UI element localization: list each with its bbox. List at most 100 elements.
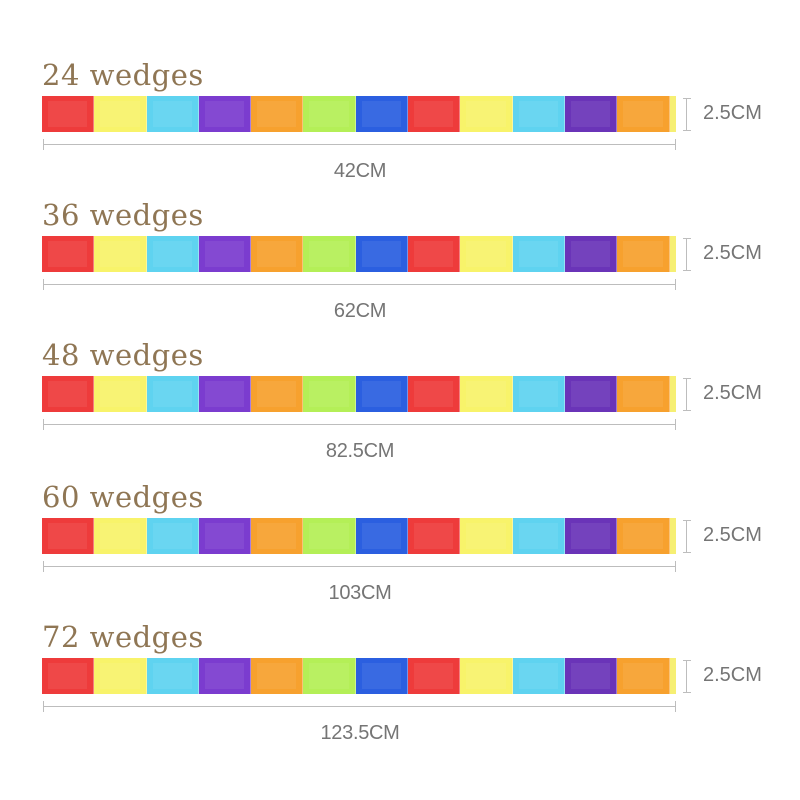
width-dimension-bracket — [683, 98, 691, 131]
length-label: 42CM — [333, 160, 387, 182]
color-wedge — [617, 518, 670, 554]
wedge-strip — [42, 376, 676, 412]
color-wedge — [146, 376, 199, 412]
row-title: 72 wedges — [42, 620, 204, 654]
color-wedge — [408, 658, 461, 694]
color-wedge — [355, 658, 409, 694]
width-dimension-bracket — [683, 378, 691, 411]
color-wedge — [146, 96, 199, 132]
color-wedge — [251, 518, 304, 554]
wedge-strip — [42, 96, 676, 132]
color-wedge — [460, 96, 513, 132]
color-wedge — [355, 96, 409, 132]
width-label: 2.5CM — [703, 382, 762, 404]
width-label: 2.5CM — [703, 524, 762, 546]
color-wedge — [42, 96, 95, 132]
wedge-strip — [42, 518, 676, 554]
wedge-strip-row: 36 wedges 62CM 2.5CM — [0, 198, 800, 338]
color-wedge — [355, 376, 409, 412]
width-label: 2.5CM — [703, 102, 762, 124]
color-wedge — [303, 96, 356, 132]
width-label: 2.5CM — [703, 242, 762, 264]
color-wedge — [94, 518, 147, 554]
color-wedge — [460, 658, 513, 694]
color-wedge — [146, 236, 199, 272]
color-wedge — [617, 236, 670, 272]
color-wedge — [94, 376, 147, 412]
color-wedge — [42, 376, 95, 412]
row-title: 48 wedges — [42, 338, 204, 372]
row-title: 60 wedges — [42, 480, 204, 514]
color-wedge — [460, 518, 513, 554]
color-wedge — [42, 658, 95, 694]
length-label: 103CM — [328, 582, 392, 604]
color-wedge — [198, 236, 252, 272]
color-wedge — [564, 376, 618, 412]
color-wedge — [198, 96, 252, 132]
color-wedge — [617, 658, 670, 694]
color-wedge — [303, 376, 356, 412]
wedge-strip-row: 72 wedges 123.5CM 2.5CM — [0, 620, 800, 760]
color-wedge — [460, 236, 513, 272]
row-title: 24 wedges — [42, 58, 204, 92]
color-wedge — [512, 96, 565, 132]
color-wedge — [42, 236, 95, 272]
wedge-strip — [42, 658, 676, 694]
color-wedge — [251, 236, 304, 272]
length-dimension-line — [43, 701, 676, 712]
width-label: 2.5CM — [703, 664, 762, 686]
width-dimension-bracket — [683, 238, 691, 271]
color-wedge — [408, 96, 461, 132]
color-wedge — [564, 658, 618, 694]
color-wedge — [251, 376, 304, 412]
color-wedge — [303, 518, 356, 554]
color-wedge — [408, 376, 461, 412]
color-wedge — [198, 658, 252, 694]
row-title: 36 wedges — [42, 198, 204, 232]
color-wedge — [669, 518, 676, 554]
wedge-strip-row: 48 wedges 82.5CM 2.5CM — [0, 338, 800, 478]
length-label: 123.5CM — [320, 722, 400, 744]
color-wedge — [669, 96, 676, 132]
color-wedge — [408, 236, 461, 272]
color-wedge — [42, 518, 95, 554]
color-wedge — [94, 96, 147, 132]
width-dimension-bracket — [683, 520, 691, 553]
color-wedge — [94, 236, 147, 272]
color-wedge — [251, 96, 304, 132]
color-wedge — [355, 236, 409, 272]
color-wedge — [198, 376, 252, 412]
color-wedge — [564, 518, 618, 554]
color-wedge — [408, 518, 461, 554]
color-wedge — [512, 376, 565, 412]
color-wedge — [512, 518, 565, 554]
length-dimension-line — [43, 279, 676, 290]
color-wedge — [564, 236, 618, 272]
length-dimension-line — [43, 419, 676, 430]
color-wedge — [669, 236, 676, 272]
color-wedge — [512, 658, 565, 694]
color-wedge — [617, 96, 670, 132]
wedge-strip-row: 24 wedges 42CM 2.5CM — [0, 58, 800, 198]
length-dimension-line — [43, 561, 676, 572]
color-wedge — [564, 96, 618, 132]
wedge-strip — [42, 236, 676, 272]
color-wedge — [146, 518, 199, 554]
wedge-strip-row: 60 wedges 103CM 2.5CM — [0, 480, 800, 620]
color-wedge — [512, 236, 565, 272]
color-wedge — [303, 236, 356, 272]
color-wedge — [617, 376, 670, 412]
color-wedge — [669, 376, 676, 412]
length-label: 82.5CM — [325, 440, 395, 462]
width-dimension-bracket — [683, 660, 691, 693]
color-wedge — [198, 518, 252, 554]
color-wedge — [460, 376, 513, 412]
color-wedge — [303, 658, 356, 694]
color-wedge — [251, 658, 304, 694]
color-wedge — [146, 658, 199, 694]
length-dimension-line — [43, 139, 676, 150]
color-wedge — [94, 658, 147, 694]
color-wedge — [355, 518, 409, 554]
color-wedge — [669, 658, 676, 694]
